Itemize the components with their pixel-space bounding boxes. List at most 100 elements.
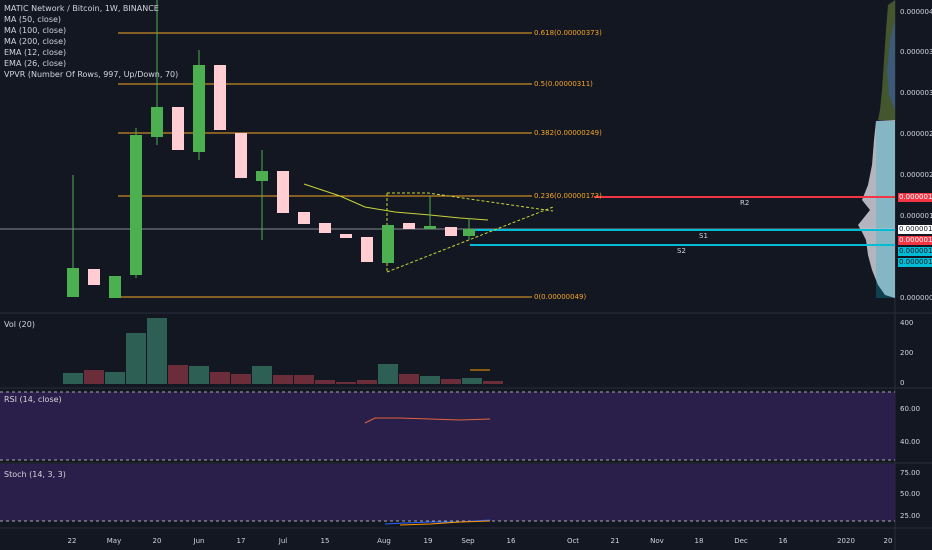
time-axis-label: 2020 [837,537,855,545]
time-axis-label: 20 [152,537,162,545]
time-axis-label: 21 [610,537,620,545]
volume-bar [336,382,356,384]
vol-axis-label: 200 [900,349,914,357]
fib-label-05: 0.5(0.00000311) [534,80,593,88]
volume-bar [378,364,398,384]
fibonacci-retracement [117,32,532,298]
price-axis-label: 0.00000050 [900,294,932,302]
candle-body[interactable] [382,225,394,263]
candle-body[interactable] [214,65,226,130]
indicator-ma200[interactable]: MA (200, close) [4,37,67,46]
triangle-lower [386,206,554,273]
volume-bar [210,372,230,384]
vol-axis-label: 0 [900,379,905,387]
candle-body[interactable] [256,171,268,181]
fib-label-0: 0(0.00000049) [534,293,587,301]
volume-bars [63,318,503,384]
time-axis-label: Oct [566,537,580,545]
price-tag-s1: 0.00000133 [898,247,932,256]
vol-pane-label[interactable]: Vol (20) [4,320,35,329]
volume-bar [252,366,272,384]
volume-bar [420,376,440,384]
time-axis-label: 18 [694,537,704,545]
time-axis-label: Dec [734,537,748,545]
volume-bar [189,366,209,384]
rsi-line [364,417,491,424]
candle-body[interactable] [298,212,310,224]
volume-bar [126,333,146,384]
candle-body[interactable] [193,65,205,152]
rsi-pane-label[interactable]: RSI (14, close) [4,395,62,404]
candle-body[interactable] [151,107,163,137]
candle-body[interactable] [88,269,100,285]
candle-body[interactable] [130,135,142,275]
fib-label-0236: 0.236(0.00000173) [534,192,602,200]
time-axis-label: 22 [67,537,77,545]
candle-body[interactable] [361,237,373,262]
price-tag-current: 0.00000134 [898,225,932,234]
candle-body[interactable] [445,227,457,236]
stoch-axis-label: 25.00 [900,512,921,520]
price-axis-label: 0.00000400 [900,8,932,16]
rsi-axis-label: 40.00 [900,438,921,446]
stoch-d-line [399,520,491,526]
candle-body[interactable] [109,276,121,298]
volume-bar [273,375,293,384]
time-axis-label: 16 [778,537,788,545]
indicator-vpvr[interactable]: VPVR (Number Of Rows, 997, Up/Down, 70) [4,70,179,79]
stoch-axis-label: 75.00 [900,469,921,477]
candles [67,0,475,298]
indicator-ma50[interactable]: MA (50, close) [4,15,62,24]
candle-body[interactable] [463,229,475,236]
candle-body[interactable] [235,133,247,178]
volume-bar [441,379,461,384]
price-tag-r2: 0.00000172 [898,193,932,202]
s1-label: S1 [699,232,708,240]
vpvr-upper-blue [887,20,895,110]
time-axis-label: Sep [461,537,475,545]
vpvr-profile [858,0,895,298]
candle-body[interactable] [67,268,79,297]
volume-bar [84,370,104,384]
ma-line [303,183,489,221]
stoch-pane-bg [0,464,895,521]
time-axis-label: 15 [320,537,330,545]
triangle-upper [387,192,554,212]
indicator-ema12[interactable]: EMA (12, close) [4,48,67,57]
price-axis-label: 0.00000150 [900,212,932,220]
volume-bar [357,380,377,384]
price-axis-label: 0.00000200 [900,171,932,179]
s2-label: S2 [677,247,686,255]
candle-body[interactable] [424,226,436,229]
candle-body[interactable] [340,234,352,238]
volume-bar [462,378,482,384]
volume-bar [147,318,167,384]
stoch-pane-label[interactable]: Stoch (14, 3, 3) [4,470,66,479]
volume-bar [105,372,125,384]
chart-title[interactable]: MATIC Network / Bitcoin, 1W, BINANCE [4,4,159,13]
time-axis-label: 19 [423,537,433,545]
candle-body[interactable] [319,223,331,233]
price-axis-label: 0.00000250 [900,130,932,138]
price-tag-close: 0.00000133 [898,236,932,245]
fib-label-0618: 0.618(0.00000373) [534,29,602,37]
candle-body[interactable] [172,107,184,150]
indicator-ema26[interactable]: EMA (26, close) [4,59,67,68]
volume-bar [483,381,503,384]
volume-bar [63,373,83,384]
indicator-ma100[interactable]: MA (100, close) [4,26,67,35]
stoch-axis-label: 50.00 [900,490,921,498]
candle-body[interactable] [403,223,415,229]
time-axis-label: 20 [883,537,893,545]
price-tag-s2: 0.00000114 [898,258,932,267]
fib-label-0382: 0.382(0.00000249) [534,129,602,137]
volume-bar [315,380,335,384]
vol-axis-label: 400 [900,319,914,327]
time-axis-label: Nov [650,537,664,545]
rsi-pane-bg [0,392,895,460]
vpvr-main [858,120,895,298]
candle-body[interactable] [277,171,289,213]
vpvr-highlight [876,121,895,298]
time-axis-label: Jul [278,537,288,545]
